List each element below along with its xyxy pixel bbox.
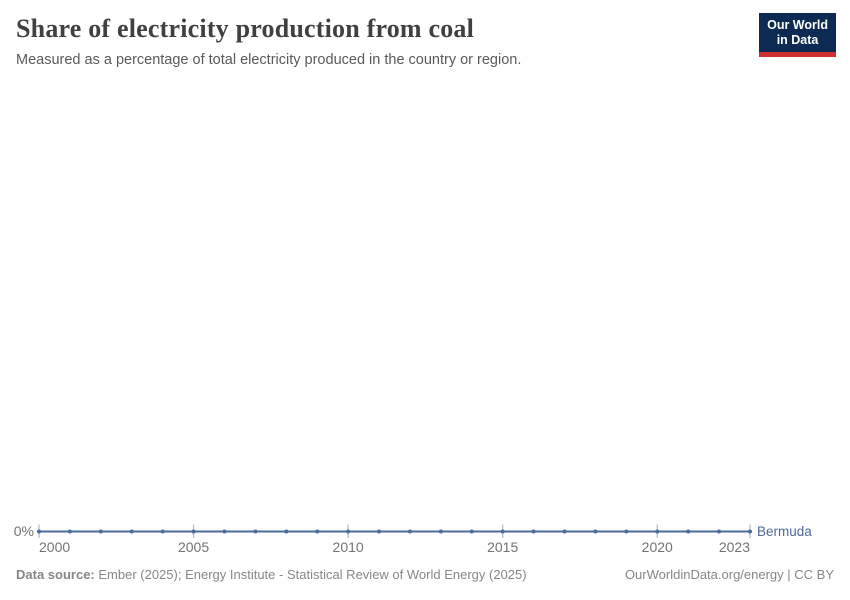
x-axis-label: 2000 (39, 539, 70, 555)
y-axis-label: 0% (14, 523, 34, 539)
data-source-note: Data source: Ember (2025); Energy Instit… (16, 567, 527, 582)
data-point (593, 529, 598, 534)
data-point (253, 529, 258, 534)
owid-logo-line1: Our World (767, 18, 828, 32)
x-axis-label: 2005 (178, 539, 209, 555)
owid-logo: Our World in Data (759, 13, 836, 57)
owid-logo-line2: in Data (776, 32, 819, 47)
x-axis-label: 2015 (487, 539, 518, 555)
data-point (438, 529, 443, 534)
data-point (160, 529, 165, 534)
data-point (500, 529, 505, 534)
chart-subtitle: Measured as a percentage of total electr… (16, 52, 522, 68)
data-point (284, 529, 289, 534)
chart-title: Share of electricity production from coa… (16, 14, 475, 43)
data-point (67, 529, 72, 534)
data-point (315, 529, 320, 534)
data-point (222, 529, 227, 534)
data-point (346, 529, 351, 534)
chart-footer: Data source: Ember (2025); Energy Instit… (16, 567, 834, 582)
license-note: OurWorldinData.org/energy | CC BY (624, 567, 834, 582)
data-point (717, 529, 722, 534)
series-label-bermuda: Bermuda (757, 524, 812, 539)
data-source-text: Ember (2025); Energy Institute - Statist… (94, 567, 527, 582)
data-point (407, 529, 412, 534)
data-point (37, 529, 41, 534)
data-point (562, 529, 567, 534)
data-point (748, 529, 752, 534)
x-axis-label: 2010 (333, 539, 364, 555)
x-axis-label: 2020 (642, 539, 673, 555)
x-axis-label: 2023 (719, 539, 750, 555)
data-point (624, 529, 629, 534)
data-point (531, 529, 536, 534)
data-source-label: Data source: (16, 567, 95, 582)
data-point (377, 529, 382, 534)
data-point (129, 529, 134, 534)
data-point (655, 529, 660, 534)
data-point (686, 529, 691, 534)
data-point (191, 529, 196, 534)
data-point (469, 529, 474, 534)
data-point (98, 529, 103, 534)
